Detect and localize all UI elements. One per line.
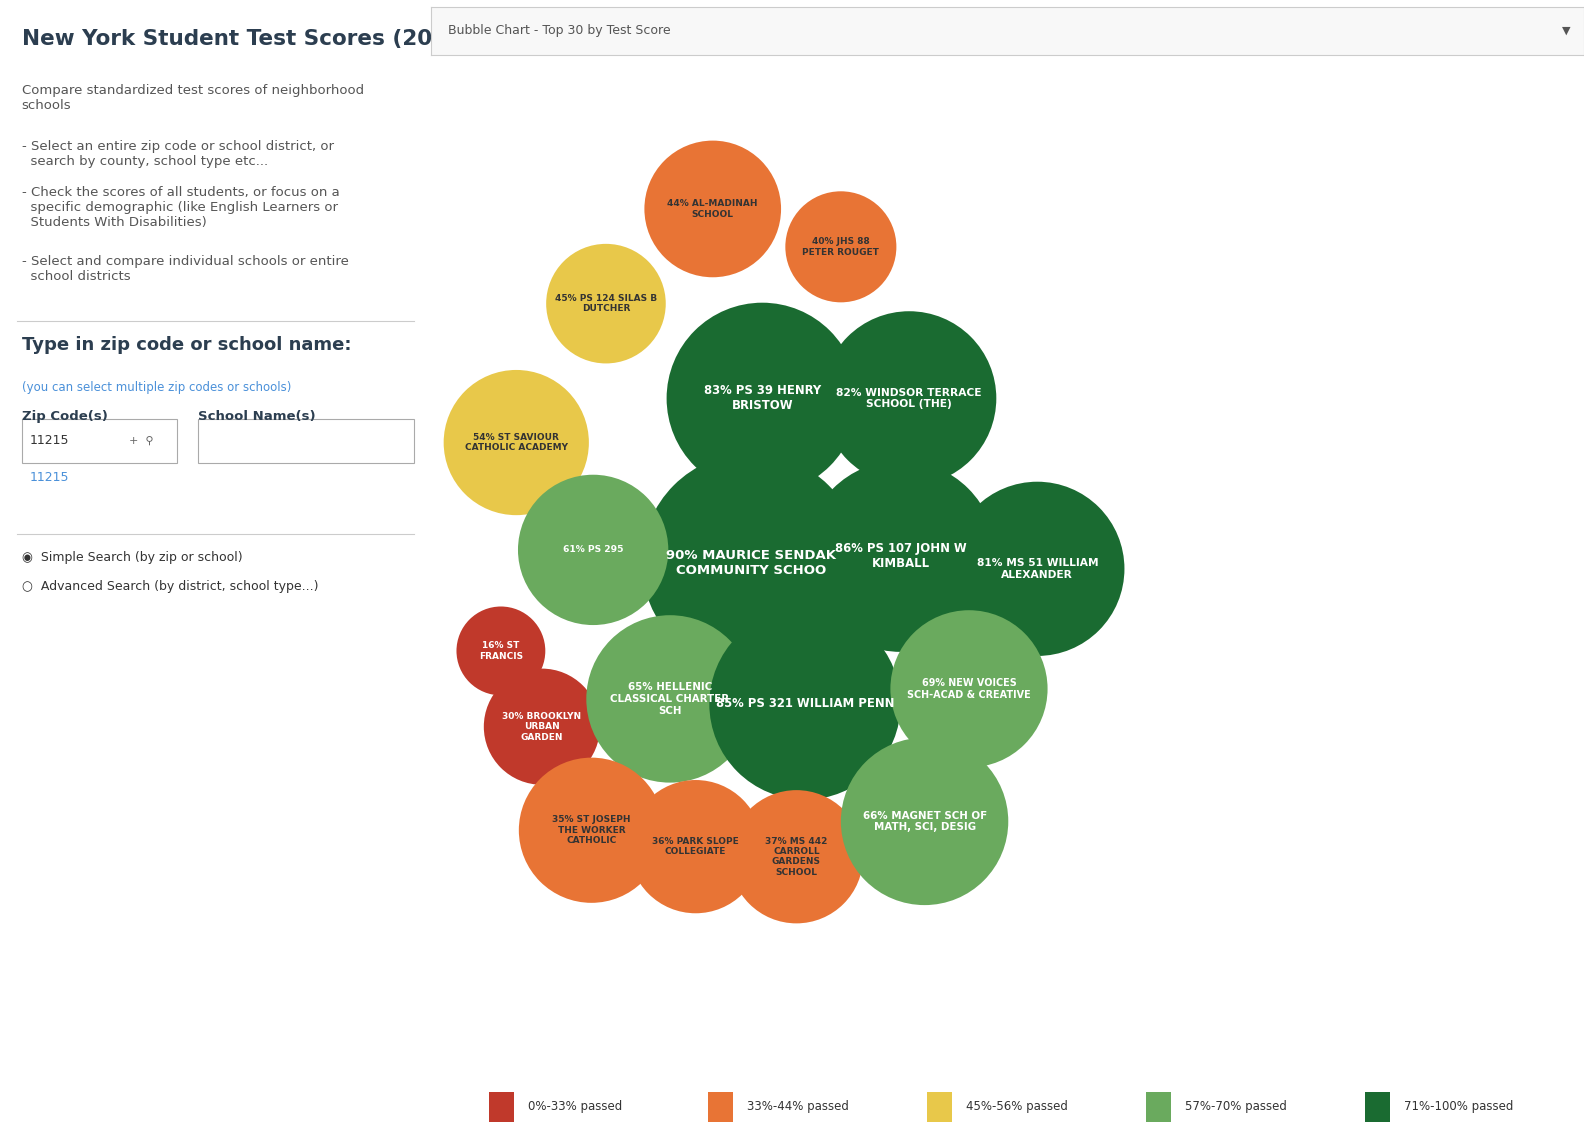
Ellipse shape xyxy=(710,608,901,800)
Text: New York Student Test Scores (2017): New York Student Test Scores (2017) xyxy=(22,29,472,48)
Ellipse shape xyxy=(444,370,589,515)
Text: 11215: 11215 xyxy=(30,434,70,447)
Text: 81% MS 51 WILLIAM
ALEXANDER: 81% MS 51 WILLIAM ALEXANDER xyxy=(976,558,1098,580)
Bar xyxy=(488,1092,513,1123)
Ellipse shape xyxy=(805,460,996,652)
Ellipse shape xyxy=(518,475,668,625)
Text: (you can select multiple zip codes or schools): (you can select multiple zip codes or sc… xyxy=(22,381,291,394)
Text: 86% PS 107 JOHN W
KIMBALL: 86% PS 107 JOHN W KIMBALL xyxy=(835,542,966,571)
Bar xyxy=(1145,1092,1171,1123)
Text: ○  Advanced Search (by district, school type...): ○ Advanced Search (by district, school t… xyxy=(22,580,318,592)
Text: +  ⚲: + ⚲ xyxy=(130,435,154,445)
Ellipse shape xyxy=(667,303,859,494)
Ellipse shape xyxy=(950,482,1125,656)
Ellipse shape xyxy=(483,668,600,785)
Ellipse shape xyxy=(841,738,1009,905)
Ellipse shape xyxy=(456,606,545,696)
Text: 71%-100% passed: 71%-100% passed xyxy=(1403,1100,1513,1112)
Text: 36% PARK SLOPE
COLLEGIATE: 36% PARK SLOPE COLLEGIATE xyxy=(653,837,740,856)
Ellipse shape xyxy=(822,311,996,486)
Ellipse shape xyxy=(520,758,664,902)
Text: Bubble Chart - Top 30 by Test Score: Bubble Chart - Top 30 by Test Score xyxy=(448,24,670,38)
Text: 83% PS 39 HENRY
BRISTOW: 83% PS 39 HENRY BRISTOW xyxy=(703,385,821,412)
Ellipse shape xyxy=(645,140,781,278)
Ellipse shape xyxy=(629,779,762,914)
Text: 45%-56% passed: 45%-56% passed xyxy=(966,1100,1068,1112)
Text: ▼: ▼ xyxy=(1562,26,1570,36)
Text: 54% ST SAVIOUR
CATHOLIC ACADEMY: 54% ST SAVIOUR CATHOLIC ACADEMY xyxy=(464,433,567,452)
Ellipse shape xyxy=(642,453,860,672)
Text: ◉  Simple Search (by zip or school): ◉ Simple Search (by zip or school) xyxy=(22,551,242,564)
Text: 61% PS 295: 61% PS 295 xyxy=(562,545,624,554)
Text: 45% PS 124 SILAS B
DUTCHER: 45% PS 124 SILAS B DUTCHER xyxy=(554,294,657,313)
Text: 11215: 11215 xyxy=(30,471,70,483)
Bar xyxy=(927,1092,952,1123)
Text: School Name(s): School Name(s) xyxy=(198,410,315,422)
Text: 66% MAGNET SCH OF
MATH, SCI, DESIG: 66% MAGNET SCH OF MATH, SCI, DESIG xyxy=(863,810,987,832)
Text: 57%-70% passed: 57%-70% passed xyxy=(1185,1100,1286,1112)
Text: Compare standardized test scores of neighborhood
schools: Compare standardized test scores of neig… xyxy=(22,84,364,111)
Bar xyxy=(1365,1092,1391,1123)
Ellipse shape xyxy=(890,611,1047,767)
Text: 85% PS 321 WILLIAM PENN: 85% PS 321 WILLIAM PENN xyxy=(716,698,895,711)
Text: 44% AL-MADINAH
SCHOOL: 44% AL-MADINAH SCHOOL xyxy=(667,200,759,218)
Ellipse shape xyxy=(546,243,665,364)
Text: - Check the scores of all students, or focus on a
  specific demographic (like E: - Check the scores of all students, or f… xyxy=(22,186,339,228)
Text: 37% MS 442
CARROLL
GARDENS
SCHOOL: 37% MS 442 CARROLL GARDENS SCHOOL xyxy=(765,837,827,877)
Text: 82% WINDSOR TERRACE
SCHOOL (THE): 82% WINDSOR TERRACE SCHOOL (THE) xyxy=(836,388,982,409)
Text: 90% MAURICE SENDAK
COMMUNITY SCHOO: 90% MAURICE SENDAK COMMUNITY SCHOO xyxy=(667,549,836,576)
Text: - Select an entire zip code or school district, or
  search by county, school ty: - Select an entire zip code or school di… xyxy=(22,140,334,168)
Text: - Select and compare individual schools or entire
  school districts: - Select and compare individual schools … xyxy=(22,255,348,282)
Bar xyxy=(708,1092,733,1123)
FancyBboxPatch shape xyxy=(22,419,177,463)
Ellipse shape xyxy=(786,192,897,302)
Text: 40% JHS 88
PETER ROUGET: 40% JHS 88 PETER ROUGET xyxy=(803,238,879,256)
Text: Type in zip code or school name:: Type in zip code or school name: xyxy=(22,336,352,355)
Text: 33%-44% passed: 33%-44% passed xyxy=(746,1100,849,1112)
FancyBboxPatch shape xyxy=(198,419,413,463)
Text: 65% HELLENIC
CLASSICAL CHARTER
SCH: 65% HELLENIC CLASSICAL CHARTER SCH xyxy=(610,682,730,715)
Ellipse shape xyxy=(730,790,863,923)
Text: Zip Code(s): Zip Code(s) xyxy=(22,410,108,422)
Ellipse shape xyxy=(586,615,754,783)
Text: 35% ST JOSEPH
THE WORKER
CATHOLIC: 35% ST JOSEPH THE WORKER CATHOLIC xyxy=(553,815,630,845)
Text: 69% NEW VOICES
SCH-ACAD & CREATIVE: 69% NEW VOICES SCH-ACAD & CREATIVE xyxy=(908,678,1031,699)
Text: 0%-33% passed: 0%-33% passed xyxy=(527,1100,623,1112)
Text: 16% ST
FRANCIS: 16% ST FRANCIS xyxy=(478,642,523,660)
Text: 30% BROOKLYN
URBAN
GARDEN: 30% BROOKLYN URBAN GARDEN xyxy=(502,712,581,742)
